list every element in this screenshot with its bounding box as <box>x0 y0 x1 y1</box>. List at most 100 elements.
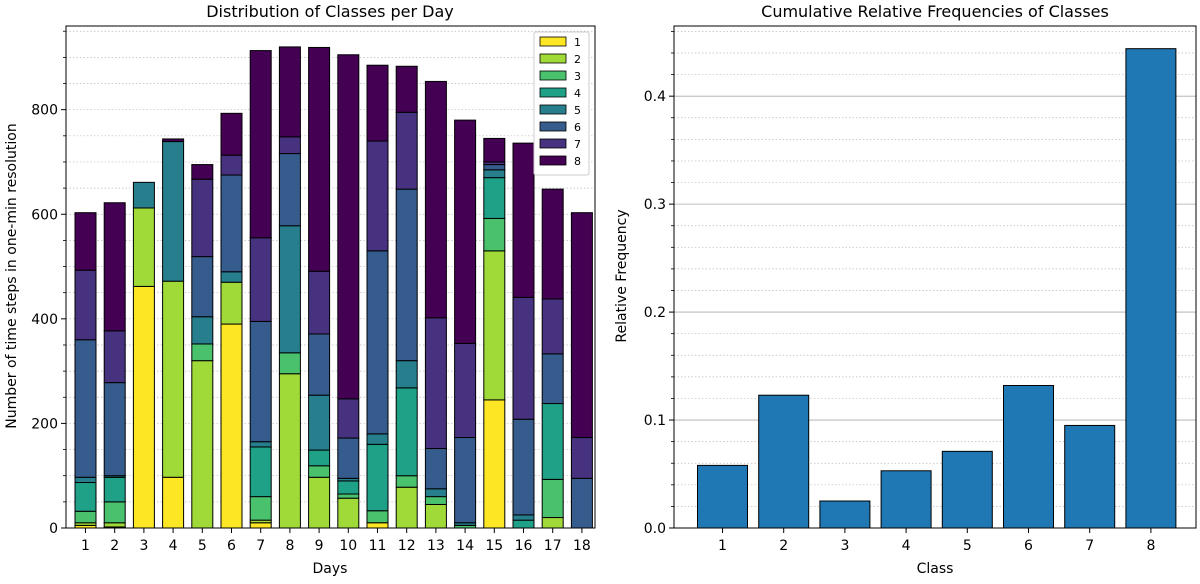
legend-swatch <box>539 104 567 115</box>
bar-segment-day3-class5 <box>132 181 155 209</box>
bar-segment-day10-class7 <box>337 398 360 439</box>
bar-segment-day15-class8 <box>483 137 506 163</box>
y-tick-label: 800 <box>31 103 58 119</box>
bar-segment-day1-class8 <box>74 212 97 271</box>
left-x-ticks: 1 2 3 4 5 6 7 8 9 10 11 12 13 14 15 16 17 18 <box>81 528 591 554</box>
right-bars <box>697 48 1177 529</box>
bar-segment-day13-class6 <box>424 448 447 490</box>
x-tick-label: 6 <box>227 538 236 554</box>
right-gridlines <box>674 31 1196 507</box>
bar-segment-day6-class7 <box>220 154 243 176</box>
bar-segment-day5-class2 <box>191 360 214 529</box>
bar-segment-day9-class8 <box>308 46 331 272</box>
bar-segment-day5-class8 <box>191 164 214 180</box>
bar-segment-day13-class8 <box>424 80 447 319</box>
x-tick-label: 15 <box>485 538 503 554</box>
y-tick-label: 400 <box>31 312 58 328</box>
bar-segment-day16-class8 <box>512 142 535 298</box>
bar-segment-day9-class2 <box>308 476 331 529</box>
bar-segment-day9-class5 <box>308 394 331 451</box>
y-tick-label: 0.1 <box>644 413 666 429</box>
bar-segment-day14-class6 <box>454 437 477 524</box>
bar-segment-day8-class6 <box>278 153 301 227</box>
bar-segment-day12-class5 <box>395 360 418 389</box>
bar-segment-day13-class3 <box>424 496 447 505</box>
bar-segment-day11-class5 <box>366 433 389 445</box>
left-y-ticks: 0 200 400 600 800 <box>31 30 66 537</box>
bar-segment-day11-class8 <box>366 64 389 142</box>
bar-segment-day2-class2 <box>103 522 126 528</box>
bar-segment-day10-class4 <box>337 480 360 495</box>
bar-segment-day7-class1 <box>249 522 272 529</box>
left-plot-frame <box>65 25 596 529</box>
x-tick-label: 2 <box>110 538 119 554</box>
bar-class-8 <box>1125 48 1177 529</box>
bar-segment-day5-class6 <box>191 256 214 318</box>
bar-segment-day1-class7 <box>74 269 97 341</box>
bar-segment-day2-class4 <box>103 476 126 503</box>
bar-segment-day10-class2 <box>337 497 360 529</box>
bar-segment-day1-class5 <box>74 476 97 484</box>
bar-segment-day1-class4 <box>74 482 97 512</box>
y-tick-label: 600 <box>31 207 58 223</box>
x-tick-label: 2 <box>779 538 788 554</box>
y-tick-label: 0.4 <box>644 89 666 105</box>
bar-segment-day11-class3 <box>366 510 389 524</box>
right-y-axis-label: Relative Frequency <box>614 209 630 342</box>
bar-segment-day6-class6 <box>220 174 243 273</box>
x-tick-label: 12 <box>398 538 416 554</box>
bar-segment-day11-class4 <box>366 443 389 512</box>
y-tick-label: 0.0 <box>644 521 666 537</box>
bar-segment-day10-class6 <box>337 437 360 479</box>
bar-segment-day8-class8 <box>278 46 301 138</box>
bar-segment-day11-class1 <box>366 522 389 529</box>
legend-label: 4 <box>574 87 581 100</box>
bar-segment-day2-class3 <box>103 501 126 524</box>
x-tick-label: 4 <box>169 538 178 554</box>
legend-label: 7 <box>574 138 581 151</box>
bar-segment-day12-class2 <box>395 486 418 529</box>
y-tick-label: 0.3 <box>644 197 666 213</box>
bar-class-7 <box>1064 424 1116 529</box>
bar-class-2 <box>758 394 810 529</box>
bar-segment-day14-class7 <box>454 342 477 439</box>
bar-segment-day5-class7 <box>191 178 214 258</box>
x-tick-label: 5 <box>198 538 207 554</box>
x-tick-label: 6 <box>1024 538 1033 554</box>
bar-segment-day3-class2 <box>132 207 155 287</box>
legend-label: 6 <box>574 121 581 134</box>
bar-segment-day12-class4 <box>395 387 418 477</box>
bar-segment-day18-class6 <box>570 477 593 529</box>
x-tick-label: 10 <box>339 538 357 554</box>
x-tick-label: 13 <box>427 538 445 554</box>
bar-segment-day17-class2 <box>541 517 564 529</box>
bar-segment-day12-class8 <box>395 65 418 113</box>
bar-segment-day1-class6 <box>74 339 97 478</box>
bar-class-4 <box>880 470 932 529</box>
x-tick-label: 7 <box>1085 538 1094 554</box>
bar-segment-day18-class7 <box>570 437 593 479</box>
legend-label: 1 <box>574 36 581 49</box>
left-x-axis-label: Days <box>313 561 348 577</box>
bar-segment-day10-class8 <box>337 54 360 400</box>
left-chart-title: Distribution of Classes per Day <box>206 2 454 21</box>
right-chart-title: Cumulative Relative Frequencies of Class… <box>761 2 1109 21</box>
left-y-axis-label: Number of time steps in one-min resoluti… <box>4 123 20 428</box>
bar-segment-day15-class6 <box>483 164 506 171</box>
bar-segment-day17-class8 <box>541 188 564 300</box>
bar-segment-day6-class5 <box>220 271 243 283</box>
bar-segment-day8-class5 <box>278 225 301 354</box>
bar-segment-day8-class7 <box>278 136 301 155</box>
bar-segment-day9-class7 <box>308 270 331 335</box>
bar-segment-day4-class2 <box>162 280 185 478</box>
bar-class-6 <box>1003 384 1054 529</box>
bar-segment-day15-class4 <box>483 177 506 219</box>
bar-segment-day17-class7 <box>541 298 564 355</box>
bar-segment-day16-class7 <box>512 296 535 420</box>
legend-swatch <box>539 138 567 149</box>
y-tick-label: 0.2 <box>644 305 666 321</box>
bar-segment-day6-class8 <box>220 112 243 156</box>
x-tick-label: 14 <box>456 538 474 554</box>
bar-segment-day13-class7 <box>424 317 447 450</box>
